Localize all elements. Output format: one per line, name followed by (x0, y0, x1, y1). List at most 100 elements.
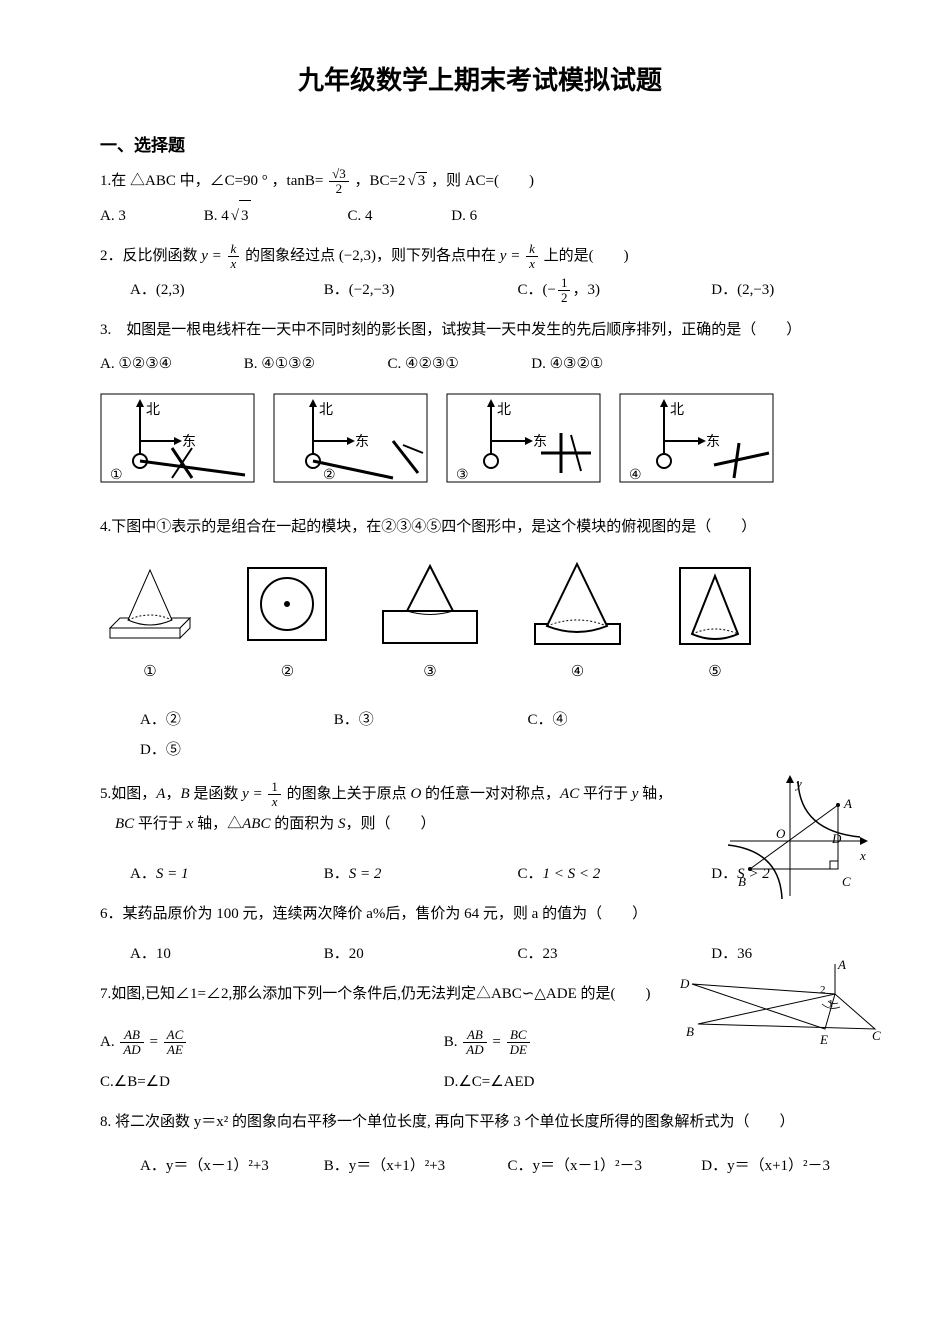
q3-fig-4: 北 东 ④ (619, 393, 774, 488)
q8-opt-c: C．y＝（x－1）²－3 (508, 1151, 698, 1181)
frac-den: x (268, 795, 281, 809)
q4-fig-1: ① (100, 556, 200, 681)
frac-den: AD (463, 1043, 486, 1057)
q2-opt-d: D．(2,−3) (711, 275, 851, 305)
q1-optb-pre: B. 4 (204, 201, 229, 231)
q5-d: 的图象上关于原点 (287, 786, 411, 802)
q2-frac1: k x (228, 242, 240, 270)
question-1: 1.在 △ABC 中，∠C=90 ° ，tanB= √3 2 ，BC=23 ，则… (100, 166, 860, 196)
q5-l2h: ，则（ ） (345, 816, 435, 832)
fig-num: ⑤ (670, 662, 760, 681)
fig-num: ④ (525, 662, 630, 681)
square-circle-dot-icon (240, 556, 335, 651)
angle-2: 2 (820, 979, 826, 1001)
compass-n: 北 (497, 399, 511, 419)
eq: = (149, 1027, 157, 1057)
q5-opt-a: A．S = 1 (130, 859, 320, 889)
q7-opt-a: A. ABAD = ACAE (100, 1027, 440, 1057)
q7-opt-c: C.∠B=∠D (100, 1067, 440, 1097)
optc-post: ，3) (572, 275, 600, 305)
yeq: y = (242, 786, 263, 802)
frac-den: DE (507, 1043, 530, 1057)
frac-num: 1 (268, 780, 281, 795)
q5-opt-c: C．1 < S < 2 (518, 859, 708, 889)
pt-c: C (872, 1023, 881, 1049)
compass-e: 东 (533, 431, 547, 451)
q2-text-c: 上的是( ) (544, 248, 629, 264)
point-a-label: A (844, 791, 852, 817)
fig-num: ② (323, 467, 336, 484)
q4-options: A．② B．③ C．④ D．⑤ (100, 705, 860, 765)
pt-e: E (820, 1027, 828, 1053)
q3-opt-c: C. ④②③① (388, 349, 528, 379)
q3-opt-a: A. ①②③④ (100, 349, 240, 379)
compass-e: 东 (706, 431, 720, 451)
q7-text: 7.如图,已知∠1=∠2,那么添加下列一个条件后,仍无法判定△ABC∽△ADE … (100, 986, 650, 1002)
frac-num: √3 (329, 167, 349, 182)
label-ac: AC (560, 786, 579, 802)
section-heading: 一、选择题 (100, 131, 860, 156)
q3-options: A. ①②③④ B. ④①③② C. ④②③① D. ④③②① (100, 349, 860, 379)
fig-num: ① (100, 662, 200, 681)
q2-text-a: 2．反比例函数 (100, 248, 201, 264)
q2-yeq: y = (201, 248, 222, 264)
q2-options: A．(2,3) B．(−2,−3) C．(−12，3) D．(2,−3) (100, 275, 860, 305)
shadow-diagram-3-icon (446, 393, 601, 483)
axis-x-label: x (860, 843, 866, 869)
q5-l2f: 的面积为 (270, 816, 338, 832)
question-6: 6．某药品原价为 100 元，连续两次降价 a%后，售价为 64 元，则 a 的… (100, 899, 860, 929)
q1-opt-c: C. 4 (348, 201, 448, 231)
q3-fig-1: 北 东 ① (100, 393, 255, 488)
similar-triangles-icon (680, 949, 880, 1044)
compass-n: 北 (670, 399, 684, 419)
q7-opt-b: B. ABAD = BCDE (444, 1027, 532, 1057)
q8-opt-a: A．y＝（x－1）²+3 (140, 1151, 320, 1181)
q5-l2d: 轴，△ (193, 816, 242, 832)
frac-den: 2 (329, 182, 349, 196)
q8-opt-b: B．y＝（x+1）²+3 (324, 1151, 504, 1181)
compass-n: 北 (146, 399, 160, 419)
axis-y-label: y (796, 771, 802, 797)
sqrt: 3 (229, 200, 251, 231)
fig-num: ③ (456, 467, 469, 484)
question-5: 5.如图，A，B 是函数 y = 1x 的图象上关于原点 O 的任意一对对称点，… (100, 779, 860, 839)
q5-opt-b: B．S = 2 (324, 859, 514, 889)
q5-l2b: 平行于 (134, 816, 187, 832)
q4-fig-5: ⑤ (670, 556, 760, 681)
cone-on-rect-icon (375, 556, 485, 651)
q4-opt-d: D．⑤ (140, 735, 280, 765)
origin-label: O (776, 821, 785, 847)
q6-opt-c: C．23 (518, 939, 708, 969)
q4-opt-c: C．④ (528, 705, 718, 735)
opt-prefix: A. (100, 1027, 115, 1057)
frac-den: AE (164, 1043, 187, 1057)
q4-fig-2: ② (240, 556, 335, 681)
q1-opt-b: B. 43 (204, 200, 344, 231)
label-bc: BC (115, 816, 134, 832)
opt-prefix: B． (324, 859, 349, 889)
q2-yeq2: y = (500, 248, 521, 264)
opt-prefix: C． (518, 859, 543, 889)
q5-b: ， (165, 786, 180, 802)
q3-opt-d: D. ④③②① (531, 349, 671, 379)
cone-wide-base-icon (525, 556, 630, 651)
q1-opt-d: D. 6 (451, 201, 551, 231)
page-title: 九年级数学上期末考试模拟试题 (100, 60, 860, 97)
frac-den: 2 (558, 291, 571, 305)
frac-num: k (526, 242, 538, 257)
frac-num: k (228, 242, 240, 257)
pt-a: A (838, 952, 846, 978)
q4-opt-b: B．③ (334, 705, 524, 735)
label-b: B (180, 786, 189, 802)
q1-text-b: ，BC=2 (355, 173, 406, 189)
q7-figure: A B C D E 1 2 (680, 949, 880, 1055)
optc-pre: C．(− (518, 275, 556, 305)
compass-n: 北 (319, 399, 333, 419)
q6-opt-b: B．20 (324, 939, 514, 969)
frac-den: x (228, 257, 240, 271)
q7-opt-d: D.∠C=∠AED (444, 1067, 535, 1097)
q2-opt-a: A．(2,3) (130, 275, 320, 305)
angle-1: 1 (828, 993, 834, 1015)
sqrt: 3 (405, 166, 427, 196)
pt-d: D (680, 971, 689, 997)
